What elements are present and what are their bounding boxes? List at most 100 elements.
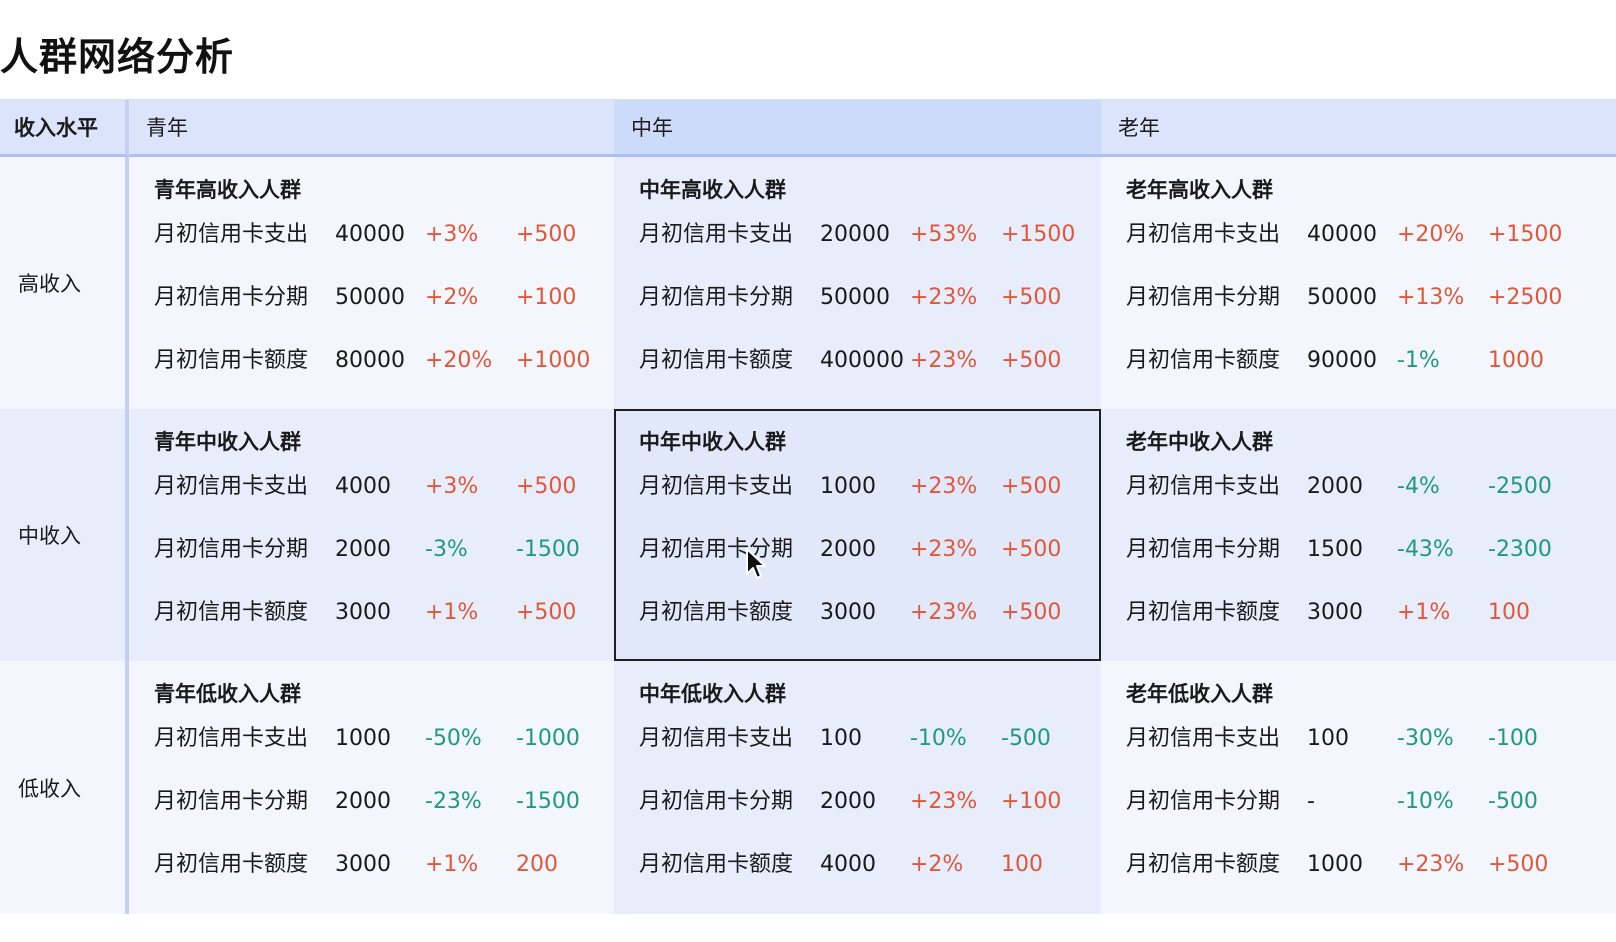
metric-label: 月初信用卡分期 (639, 537, 794, 562)
metric-label: 月初信用卡分期 (639, 789, 794, 814)
metric-pct-change: +1% (425, 852, 479, 877)
header-income-level[interactable]: 收入水平 (0, 100, 129, 157)
metric-label: 月初信用卡分期 (639, 285, 794, 310)
metric-pct-change: +23% (910, 474, 978, 499)
metric-delta: +1500 (1001, 222, 1076, 247)
group-name: 老年中收入人群 (1126, 430, 1273, 454)
metric-pct-change: +1% (425, 600, 479, 625)
metric-delta: -100 (1488, 726, 1538, 751)
metric-pct-change: +23% (910, 285, 978, 310)
header-middle-age[interactable]: 中年 (614, 100, 1101, 157)
metric-label: 月初信用卡额度 (639, 600, 794, 625)
metric-label: 月初信用卡支出 (154, 474, 309, 499)
metric-pct-change: -23% (425, 789, 482, 814)
metric-label: 月初信用卡额度 (1126, 348, 1281, 373)
group-name: 中年低收入人群 (639, 682, 786, 706)
group-name: 老年低收入人群 (1126, 682, 1273, 706)
metric-label: 月初信用卡额度 (639, 852, 794, 877)
group-cell-senior-high[interactable]: 老年高收入人群 月初信用卡支出 40000 +20% +1500 月初信用卡分期 50000… (1101, 157, 1616, 409)
group-name: 青年中收入人群 (154, 430, 301, 454)
metric-delta: +500 (1001, 474, 1062, 499)
header-senior[interactable]: 老年 (1101, 100, 1616, 157)
metric-value: 50000 (820, 285, 890, 310)
metric-pct-change: -50% (425, 726, 482, 751)
metric-value: 2000 (335, 537, 391, 562)
metric-value: 1000 (820, 474, 876, 499)
metric-delta: -500 (1488, 789, 1538, 814)
metric-delta: -2300 (1488, 537, 1552, 562)
metric-value: 80000 (335, 348, 405, 373)
metric-label: 月初信用卡支出 (1126, 222, 1281, 247)
group-cell-youth-low[interactable]: 青年低收入人群 月初信用卡支出 1000 -50% -1000 月初信用卡分期 2000 -2… (129, 661, 614, 914)
row-label-low-income: 低收入 (0, 661, 129, 914)
group-cell-youth-mid[interactable]: 青年中收入人群 月初信用卡支出 4000 +3% +500 月初信用卡分期 2000 -3% -… (129, 409, 614, 661)
metric-value: 20000 (820, 222, 890, 247)
metric-pct-change: -1% (1397, 348, 1440, 373)
metric-pct-change: -4% (1397, 474, 1440, 499)
metric-label: 月初信用卡支出 (639, 726, 794, 751)
group-cell-middle-age-mid[interactable]: 中年中收入人群 月初信用卡支出 1000 +23% +500 月初信用卡分期 2000 +23… (614, 409, 1101, 661)
group-cell-middle-age-high[interactable]: 中年高收入人群 月初信用卡支出 20000 +53% +1500 月初信用卡分期 50000… (614, 157, 1101, 409)
row-label-mid-income: 中收入 (0, 409, 129, 661)
metric-value: 1000 (335, 726, 391, 751)
metric-pct-change: -43% (1397, 537, 1454, 562)
metric-value: 1500 (1307, 537, 1363, 562)
metric-value: 40000 (335, 222, 405, 247)
metric-pct-change: +2% (425, 285, 479, 310)
group-name: 中年中收入人群 (639, 430, 786, 454)
metric-delta: +1000 (516, 348, 591, 373)
metric-delta: -1500 (516, 789, 580, 814)
metric-delta: -1500 (516, 537, 580, 562)
metric-pct-change: +1% (1397, 600, 1451, 625)
metric-delta: 100 (1488, 600, 1530, 625)
metric-label: 月初信用卡分期 (1126, 789, 1281, 814)
metric-value: 3000 (820, 600, 876, 625)
metric-label: 月初信用卡分期 (154, 285, 309, 310)
group-name: 青年高收入人群 (154, 178, 301, 202)
metric-pct-change: +13% (1397, 285, 1465, 310)
metric-value: 400000 (820, 348, 904, 373)
metric-pct-change: +23% (910, 600, 978, 625)
metric-delta: +500 (516, 222, 577, 247)
group-cell-youth-high[interactable]: 青年高收入人群 月初信用卡支出 40000 +3% +500 月初信用卡分期 50000 +2… (129, 157, 614, 409)
metric-delta: +500 (516, 474, 577, 499)
metric-pct-change: +3% (425, 474, 479, 499)
metric-value: 2000 (820, 789, 876, 814)
metric-pct-change: +23% (910, 537, 978, 562)
metric-value: 100 (1307, 726, 1349, 751)
metric-label: 月初信用卡额度 (639, 348, 794, 373)
group-name: 中年高收入人群 (639, 178, 786, 202)
metric-delta: 100 (1001, 852, 1043, 877)
group-cell-middle-age-low[interactable]: 中年低收入人群 月初信用卡支出 100 -10% -500 月初信用卡分期 2000 +23%… (614, 661, 1101, 914)
metric-value: 100 (820, 726, 862, 751)
metric-value: 1000 (1307, 852, 1363, 877)
metric-value: 2000 (1307, 474, 1363, 499)
metric-pct-change: -3% (425, 537, 468, 562)
metric-delta: +100 (1001, 789, 1062, 814)
metric-label: 月初信用卡支出 (154, 726, 309, 751)
metric-delta: +500 (1001, 348, 1062, 373)
metric-delta: +2500 (1488, 285, 1563, 310)
metric-value: 3000 (335, 852, 391, 877)
metric-pct-change: +23% (910, 789, 978, 814)
header-youth[interactable]: 青年 (129, 100, 614, 157)
metric-delta: -2500 (1488, 474, 1552, 499)
page-title: 人群网络分析 (0, 35, 235, 79)
metric-label: 月初信用卡额度 (154, 348, 309, 373)
metric-pct-change: -10% (910, 726, 967, 751)
metric-pct-change: +3% (425, 222, 479, 247)
metric-delta: +100 (516, 285, 577, 310)
metric-label: 月初信用卡支出 (1126, 726, 1281, 751)
metric-value: 4000 (820, 852, 876, 877)
group-cell-senior-mid[interactable]: 老年中收入人群 月初信用卡支出 2000 -4% -2500 月初信用卡分期 1500 -43… (1101, 409, 1616, 661)
metric-label: 月初信用卡支出 (639, 222, 794, 247)
group-cell-senior-low[interactable]: 老年低收入人群 月初信用卡支出 100 -30% -100 月初信用卡分期 - -10% -50… (1101, 661, 1616, 914)
metric-pct-change: +23% (1397, 852, 1465, 877)
group-name: 青年低收入人群 (154, 682, 301, 706)
metric-value: 40000 (1307, 222, 1377, 247)
metric-label: 月初信用卡额度 (1126, 600, 1281, 625)
metric-value: 3000 (1307, 600, 1363, 625)
metric-delta: +500 (1488, 852, 1549, 877)
metric-value: 2000 (335, 789, 391, 814)
metric-delta: -1000 (516, 726, 580, 751)
